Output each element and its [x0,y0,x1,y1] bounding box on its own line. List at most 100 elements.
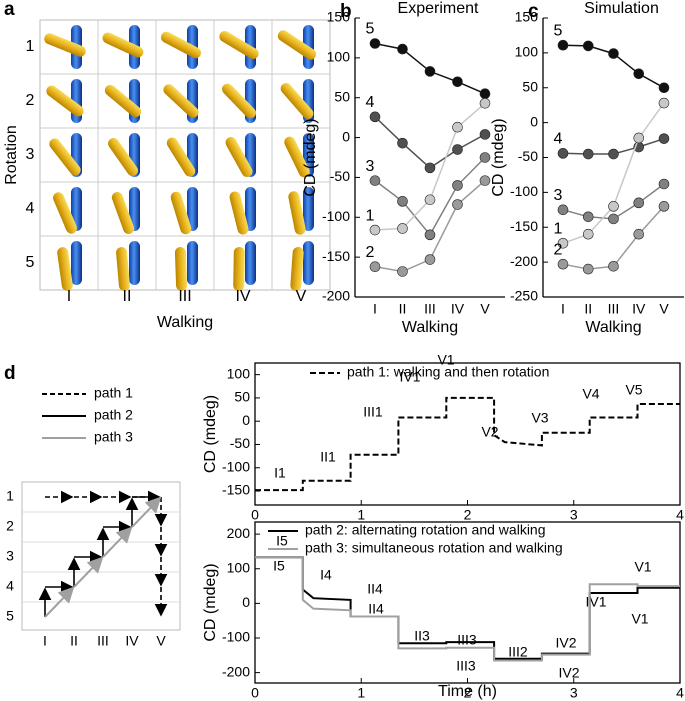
series-label: 1 [366,207,375,224]
gold-rod-body [163,84,199,118]
x-tick-label: 3 [570,507,578,523]
row-label: 1 [6,488,14,504]
point [557,237,569,249]
column-label: III [178,288,191,305]
x-tick-label: II [584,301,592,317]
row-label: 4 [26,200,35,217]
series-label: 5 [366,21,375,38]
gold-rod-body [108,137,138,177]
series-label: 3 [554,187,563,204]
chart-title: Simulation [584,0,659,17]
x-tick-label: III [608,301,620,317]
annotation: V1 [634,559,651,575]
legend-label: path 1 [94,385,133,401]
gold-rod [111,191,135,235]
x-axis-label: Walking [402,319,458,336]
gold-rod [277,30,317,60]
y-tick-label: 50 [334,88,350,104]
gold-rod-body [288,191,306,235]
gold-rod-body [104,84,142,118]
legend-label: path 2 [94,407,133,423]
annotation: III3 [457,632,477,648]
point [633,68,645,80]
blue-rod [245,187,256,231]
annotation: I4 [320,567,332,583]
gold-rod [229,191,249,235]
x-tick-label: V [480,301,490,317]
x-tick-label: 0 [251,685,259,701]
gold-rod [163,84,199,118]
x-axis-label: Walking [157,314,213,331]
x-tick-label: IV [632,301,646,317]
point [608,201,619,212]
gold-rod-body [170,191,192,235]
point [582,263,594,275]
panel-label: b [340,1,352,22]
y-tick-label: -150 [222,482,250,498]
point [608,261,619,272]
point [633,197,645,209]
point [633,228,645,240]
y-axis-label: CD (mdeg) [202,395,219,473]
annotation: I1 [274,465,286,481]
annotation: II4 [368,601,384,617]
gold-rod [46,85,84,117]
gold-rod [280,83,314,119]
gold-rod-body [116,247,130,291]
y-tick-label: -200 [322,288,350,304]
gold-rod-body [46,85,84,117]
annotation: II1 [320,449,336,465]
point [397,266,408,277]
point [658,97,670,109]
column-label: II [70,633,78,649]
grid-frame [39,19,331,291]
x-tick-label: IV [451,301,465,317]
point [397,196,408,207]
annotation: IV2 [555,635,576,651]
blue-rod [245,241,256,285]
point [608,48,619,59]
y-tick-label: -250 [510,288,538,304]
gold-rod [160,31,202,59]
x-tick-label: II [399,301,407,317]
gold-rod-body [160,31,202,59]
row-label: 4 [6,578,14,594]
y-axis-label: CD (mdeg) [202,563,219,641]
panel-label: c [528,1,539,22]
y-tick-label: 0 [242,412,250,428]
y-tick-label: -100 [222,629,250,645]
point [658,178,670,190]
series-line [255,556,680,662]
gold-rod-body [57,247,73,291]
x-tick-label: 1 [357,507,365,523]
point [557,39,569,51]
row-label: 1 [26,38,35,55]
x-tick-label: V [659,301,669,317]
x-tick-label: 2 [464,507,472,523]
column-label: V [156,633,166,649]
annotation: IV1 [399,369,420,385]
gold-rod [222,83,256,119]
x-tick-label: 4 [676,685,684,701]
y-tick-label: -50 [330,168,350,184]
blue-rod [129,187,140,231]
point [608,213,619,225]
point [397,137,408,149]
point [424,194,436,206]
point [582,40,594,52]
annotation: V1 [631,611,648,627]
row-label: 5 [26,254,35,271]
annotation: II4 [367,581,383,597]
y-tick-label: 100 [227,365,251,381]
gold-rod-body [222,83,256,119]
blue-rod [187,187,198,231]
legend-label: path 1: walking and then rotation [347,364,549,380]
point [452,121,463,133]
row-label: 2 [26,92,35,109]
legend-label: path 2: alternating rotation and walking [305,522,546,538]
gold-rod-body [53,192,77,234]
point [582,228,594,240]
y-tick-label: -200 [510,253,538,269]
gold-rod-body [44,33,86,57]
y-tick-label: 0 [530,113,538,129]
